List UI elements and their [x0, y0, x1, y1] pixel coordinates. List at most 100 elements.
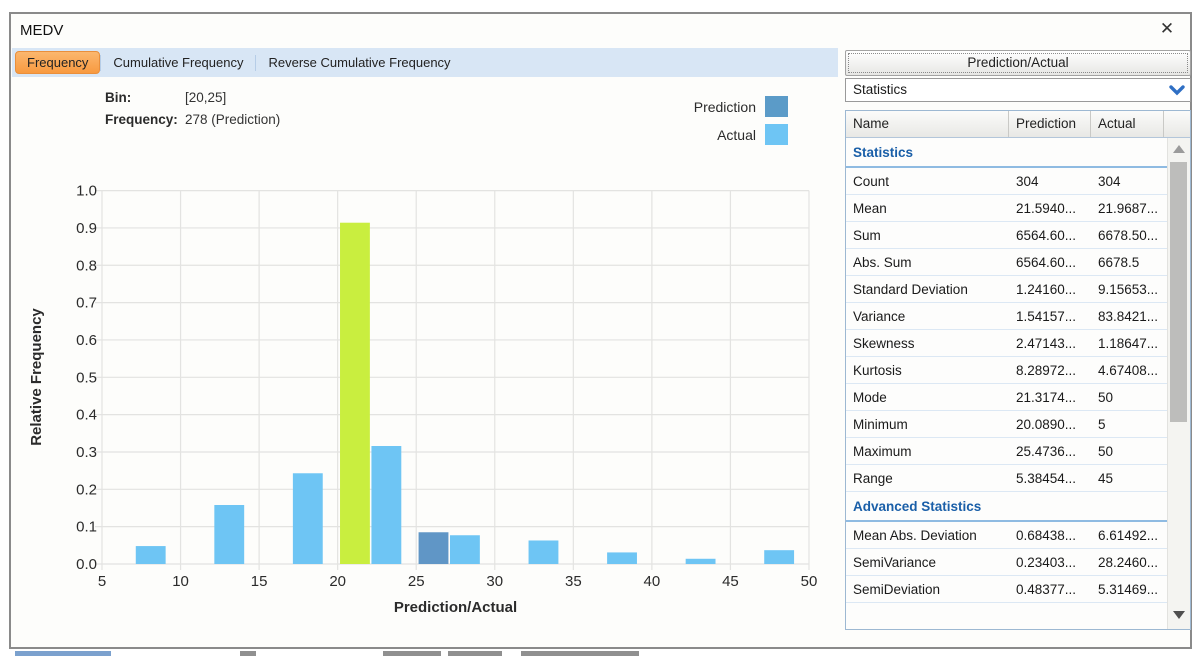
stat-name: Skewness	[853, 335, 915, 351]
y-tick-label: 0.5	[76, 369, 97, 386]
text-fragment	[521, 651, 639, 656]
x-tick-label: 15	[251, 573, 268, 590]
close-icon[interactable]: ✕	[1159, 19, 1175, 38]
scrollbar-thumb[interactable]	[1170, 162, 1187, 422]
stat-name: Maximum	[853, 443, 912, 459]
table-row[interactable]: Sum 6564.60... 6678.50...	[846, 222, 1167, 249]
stat-value: 21.9687...	[1098, 200, 1159, 216]
bar-actual[interactable]	[292, 473, 323, 564]
stat-value: 21.3174...	[1016, 389, 1077, 405]
table-row[interactable]: Maximum 25.4736... 50	[846, 438, 1167, 465]
y-tick-label: 0.2	[76, 481, 97, 498]
stat-value: 50	[1098, 443, 1114, 459]
table-row[interactable]: SemiVariance 0.23403... 28.2460...	[846, 549, 1167, 576]
stat-value: 6678.5	[1098, 254, 1140, 270]
x-tick-label: 5	[98, 573, 106, 590]
bar-actual[interactable]	[214, 505, 245, 564]
legend-item: Prediction	[694, 96, 788, 117]
section-header: Statistics	[846, 138, 1167, 168]
stat-value: 20.0890...	[1016, 416, 1077, 432]
table-row[interactable]: Abs. Sum 6564.60... 6678.5	[846, 249, 1167, 276]
table-row[interactable]: Variance 1.54157... 83.8421...	[846, 303, 1167, 330]
background-window-sliver	[0, 650, 1200, 658]
bar-actual[interactable]	[764, 550, 795, 564]
table-row[interactable]: Skewness 2.47143... 1.18647...	[846, 330, 1167, 357]
stat-value: 83.8421...	[1098, 308, 1159, 324]
y-tick-label: 0.6	[76, 332, 97, 349]
stat-value: 8.28972...	[1016, 362, 1077, 378]
table-row[interactable]: Minimum 20.0890... 5	[846, 411, 1167, 438]
y-tick-label: 0.1	[76, 519, 97, 536]
table-row[interactable]: Mean Abs. Deviation 0.68438... 6.61492...	[846, 522, 1167, 549]
column-header-name[interactable]: Name	[846, 111, 1009, 137]
column-header-actual[interactable]: Actual	[1091, 111, 1164, 137]
table-row[interactable]: Count 304 304	[846, 168, 1167, 195]
stat-name: Kurtosis	[853, 362, 902, 378]
stat-value: 4.67408...	[1098, 362, 1159, 378]
bar-actual[interactable]	[449, 535, 480, 564]
table-row[interactable]: Mode 21.3174... 50	[846, 384, 1167, 411]
chart-legend: Prediction Actual	[694, 96, 788, 145]
scroll-up-button[interactable]	[1168, 142, 1190, 158]
x-tick-label: 35	[565, 573, 582, 590]
medv-histogram-dialog: MEDV ✕ Frequency Cumulative Frequency Reve…	[9, 12, 1192, 649]
stat-value: 5.31469...	[1098, 581, 1159, 597]
stat-value: 1.18647...	[1098, 335, 1159, 351]
statistics-table-body: Statistics Count 304 304 Mean 21.5940... 21.96…	[846, 138, 1167, 629]
legend-swatch	[765, 96, 788, 117]
table-row[interactable]: Range 5.38454... 45	[846, 465, 1167, 492]
bar-actual[interactable]	[528, 540, 559, 564]
legend-item: Actual	[694, 124, 788, 145]
table-row[interactable]: Standard Deviation 1.24160... 9.15653...	[846, 276, 1167, 303]
legend-label: Prediction	[693, 98, 756, 115]
x-tick-label: 40	[644, 573, 661, 590]
tab-separator	[255, 54, 257, 71]
stat-name: SemiVariance	[853, 554, 937, 570]
x-tick-label: 20	[329, 573, 346, 590]
stat-value: 28.2460...	[1098, 554, 1159, 570]
prediction-actual-button[interactable]: Prediction/Actual	[845, 50, 1191, 76]
stat-value: 304	[1098, 173, 1121, 189]
text-fragment	[240, 651, 256, 656]
bar-prediction-highlighted[interactable]	[340, 222, 370, 564]
frequency-value: 278 (Prediction)	[185, 111, 281, 127]
text-fragment	[15, 651, 111, 656]
frequency-tab-bar: Frequency Cumulative Frequency Reverse Cum…	[12, 48, 838, 77]
tab-separator	[100, 54, 102, 71]
bar-prediction[interactable]	[418, 532, 449, 564]
bar-actual[interactable]	[607, 552, 637, 564]
histogram-plot[interactable]: 0.0 0.1 0.2 0.3 0.4 0.5 0.6 0.7 0.8 0.9 1.0 5 10 15 20…	[11, 77, 839, 643]
triangle-down-icon	[1173, 611, 1185, 619]
stat-name: Sum	[853, 227, 881, 243]
bar-actual[interactable]	[135, 546, 166, 564]
scroll-down-button[interactable]	[1168, 608, 1190, 624]
y-tick-label: 0.9	[76, 220, 97, 237]
stat-value: 6564.60...	[1016, 254, 1077, 270]
bar-actual[interactable]	[371, 446, 402, 564]
table-row[interactable]: Mean 21.5940... 21.9687...	[846, 195, 1167, 222]
legend-label: Actual	[717, 126, 756, 143]
bin-value: [20,25]	[185, 89, 227, 105]
stat-name: Range	[853, 470, 893, 486]
bin-label: Bin:	[105, 89, 132, 105]
bar-actual[interactable]	[685, 558, 716, 564]
stat-name: Mode	[853, 389, 887, 405]
histogram-chart-area: 0.0 0.1 0.2 0.3 0.4 0.5 0.6 0.7 0.8 0.9 1.0 5 10 15 20…	[11, 77, 839, 643]
stat-value: 25.4736...	[1016, 443, 1077, 459]
table-row[interactable]: Kurtosis 8.28972... 4.67408...	[846, 357, 1167, 384]
stat-value: 21.5940...	[1016, 200, 1077, 216]
statistics-dropdown[interactable]: Statistics	[845, 78, 1191, 102]
table-scrollbar[interactable]	[1167, 138, 1190, 629]
hover-bin-info: Bin: [20,25] Frequency: 278 (Prediction)	[105, 86, 280, 130]
stat-value: 1.24160...	[1016, 281, 1077, 297]
tab-reverse-cumulative-frequency[interactable]: Reverse Cumulative Frequency	[268, 55, 451, 70]
tab-frequency[interactable]: Frequency	[15, 51, 101, 74]
table-row[interactable]: SemiDeviation 0.48377... 5.31469...	[846, 576, 1167, 603]
x-tick-label: 30	[486, 573, 503, 590]
y-tick-label: 0.3	[76, 444, 97, 461]
tab-cumulative-frequency[interactable]: Cumulative Frequency	[113, 55, 244, 70]
column-header-prediction[interactable]: Prediction	[1009, 111, 1091, 137]
x-tick-label: 10	[172, 573, 189, 590]
x-tick-label: 45	[722, 573, 739, 590]
stat-name: Mean	[853, 200, 887, 216]
